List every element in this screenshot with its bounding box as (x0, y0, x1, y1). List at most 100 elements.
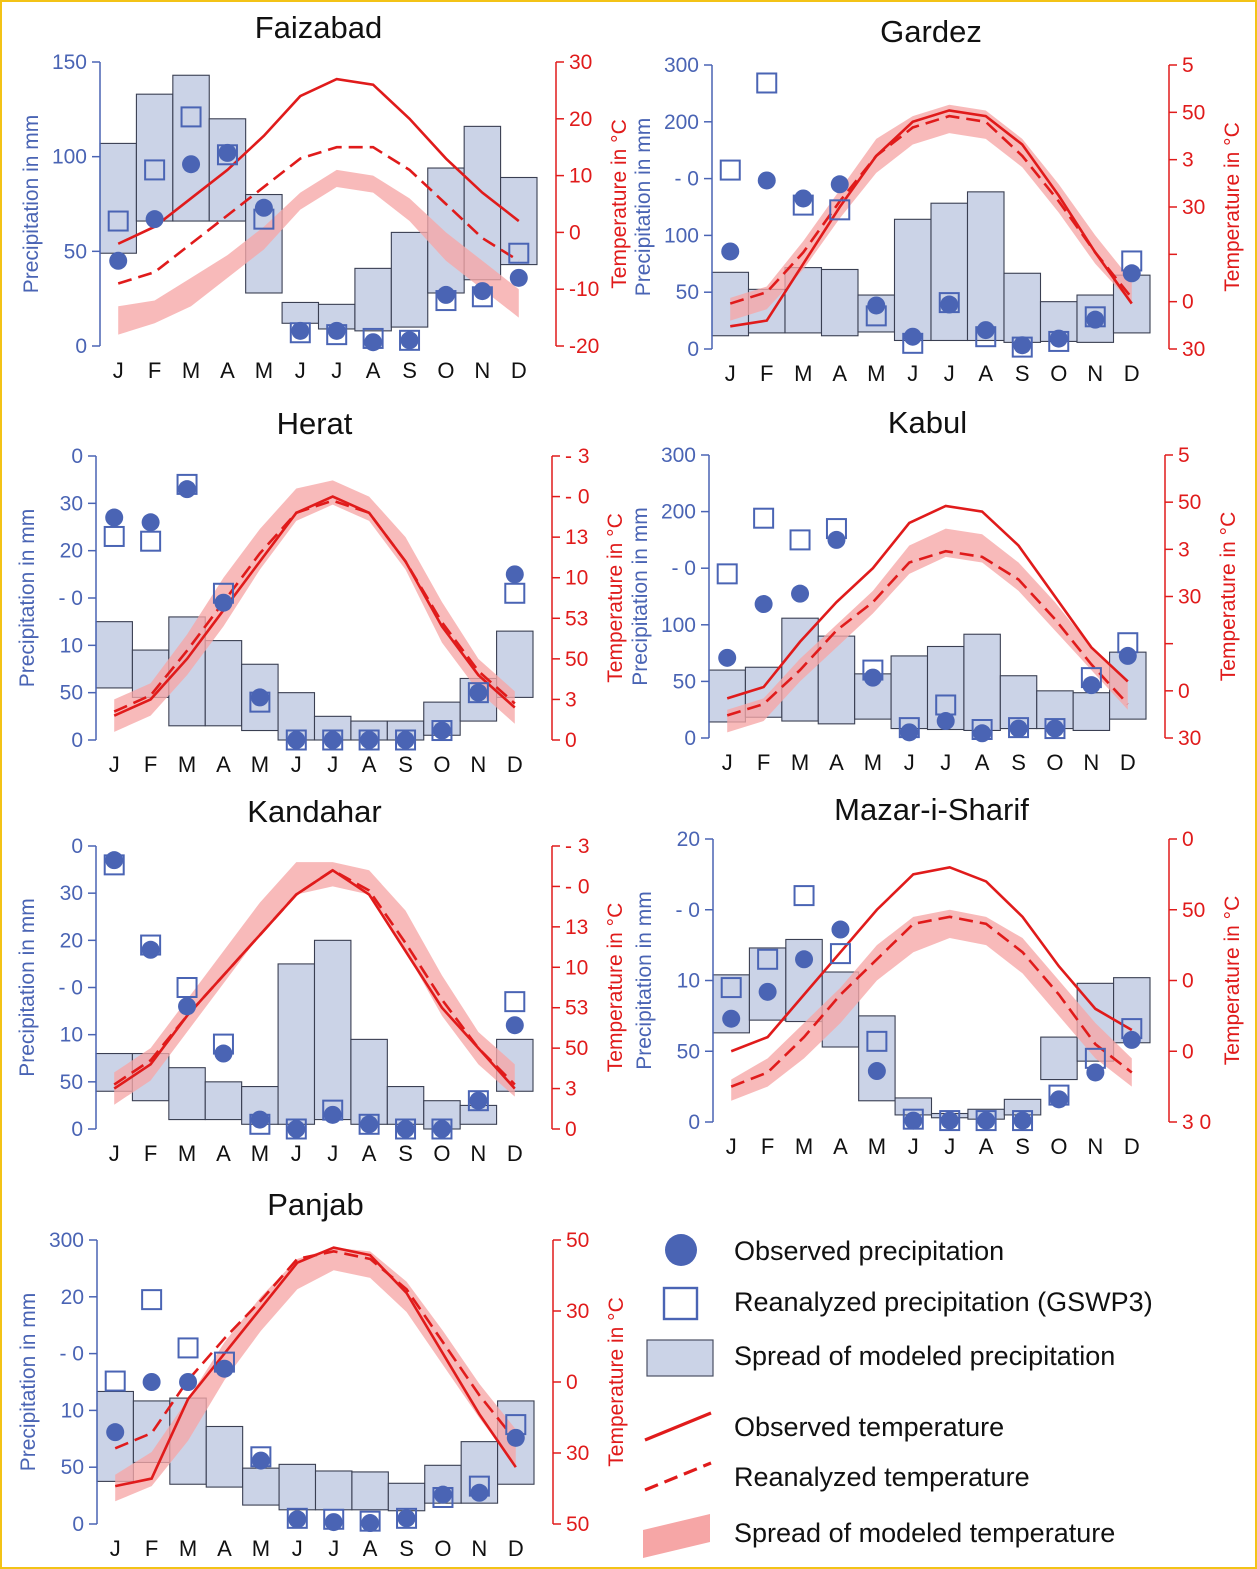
panjab-precip-tick-label: 20 (61, 1286, 84, 1309)
kabul-temp-tick-label: 30 (1178, 586, 1201, 609)
kandahar-modeled-precip-box (423, 1100, 461, 1130)
panjab-observed-precip-point (179, 1373, 198, 1391)
gardez-temp-axis-label: Temperature in °C (1221, 122, 1244, 291)
herat-temp-tick-label: 10 (565, 567, 588, 590)
kabul-observed-precip-point (1045, 719, 1064, 738)
herat-observed-precip-point (469, 683, 488, 702)
gardez-precip-tick-label: 100 (664, 224, 699, 247)
faizabad-modeled-precip-box (281, 301, 320, 324)
mazar-i-sharif-month-label: O (1050, 1134, 1067, 1159)
kabul-reanalyzed-precip-point (753, 507, 775, 529)
gardez-observed-temperature-line (730, 109, 1133, 328)
gardez-precip-tick-label: - 0 (674, 168, 699, 191)
gardez-observed-precip-point (1122, 264, 1141, 283)
kabul-precip-tick-label: 300 (661, 444, 696, 467)
kandahar-reanalyzed-precip-point (431, 1118, 453, 1140)
mazar-i-sharif-reanalyzed-precip-point (866, 1030, 888, 1052)
panjab-month-label: A (217, 1536, 232, 1561)
kabul-reanalyzed-temperature-line (726, 549, 1129, 717)
kandahar-month-label: A (216, 1141, 231, 1166)
legend-modeled-precipitation-marker (646, 1339, 714, 1377)
gardez-month-label: S (1015, 361, 1030, 386)
faizabad-precip-tick-label: 100 (52, 146, 87, 169)
mazar-i-sharif-observed-precip-point (904, 1111, 923, 1130)
herat-observed-precip-point (214, 593, 233, 612)
kabul-modeled-temperature-band (727, 528, 1128, 733)
panjab-month-label: M (252, 1536, 270, 1561)
mazar-i-sharif-month-label: D (1124, 1134, 1140, 1159)
kabul-precip-tick-label: - 0 (671, 557, 696, 580)
kandahar-observed-precip-point (178, 997, 197, 1016)
panjab-observed-precip-point (433, 1485, 452, 1504)
kabul-month-label: J (940, 750, 951, 775)
faizabad-temp-tick-label: 0 (569, 221, 581, 244)
mazar-i-sharif-observed-precip-point (1013, 1111, 1032, 1130)
faizabad-modeled-precip-box (99, 142, 137, 254)
panjab-modeled-temperature-band (115, 1247, 516, 1502)
kabul-precip-tick-label: 50 (673, 670, 696, 693)
panjab-month-label: J (292, 1536, 303, 1561)
kabul-temp-tick-label: 5 (1178, 444, 1190, 467)
kandahar-reanalyzed-precip-point (467, 1090, 489, 1112)
kabul-month-label: F (757, 750, 770, 775)
gardez-month-label: A (832, 361, 847, 386)
panjab-month-label: D (508, 1536, 524, 1561)
kabul-month-label: A (829, 750, 844, 775)
mazar-i-sharif-modeled-precip-box (1040, 1036, 1078, 1081)
herat-precip-tick-label: 50 (60, 682, 83, 705)
kabul-observed-temperature-line (726, 504, 1129, 700)
kabul-observed-precip-point (1082, 676, 1101, 695)
herat-modeled-precip-box (241, 663, 279, 732)
kandahar-observed-precip-point (105, 851, 124, 870)
kabul-reanalyzed-precip-point (716, 563, 738, 585)
mazar-i-sharif-temp-axis-label: Temperature in °C (1221, 896, 1244, 1065)
faizabad-observed-precip-point (473, 282, 492, 301)
kandahar-observed-precip-point (396, 1120, 415, 1138)
kandahar-observed-precip-point (287, 1120, 306, 1138)
kandahar-precip-tick-label: - 0 (58, 977, 83, 1000)
kabul-precip-tick-label: 0 (684, 727, 696, 750)
kandahar-modeled-temperature-band (114, 862, 515, 1105)
kandahar-reanalyzed-precip-point (358, 1113, 380, 1135)
herat-observed-precip-point (360, 731, 379, 749)
gardez-observed-precip-point (867, 296, 886, 315)
mazar-i-sharif-temp-tick-label: 3 0 (1182, 1111, 1211, 1134)
mazar-i-sharif-observed-precip-point (1122, 1030, 1141, 1049)
panjab-observed-precip-point (324, 1513, 343, 1532)
kabul-month-label: N (1083, 750, 1099, 775)
mazar-i-sharif-reanalyzed-temperature-line (730, 915, 1133, 1088)
panjab-month-label: F (145, 1536, 158, 1561)
kabul-month-label: J (722, 750, 733, 775)
mazar-i-sharif-observed-precip-point (867, 1062, 886, 1081)
faizabad-reanalyzed-temperature-line (117, 145, 520, 285)
panjab-observed-precip-point (251, 1451, 270, 1470)
panjab-temp-tick-label: 50 (566, 1513, 589, 1536)
mazar-i-sharif-reanalyzed-precip-point (1012, 1110, 1034, 1132)
panjab-observed-precip-point (106, 1423, 125, 1442)
panjab-modeled-precip-box (351, 1471, 389, 1511)
gardez-precip-tick-label: 300 (664, 54, 699, 77)
legend-observed-precipitation-marker (665, 1234, 697, 1266)
mazar-i-sharif-observed-temperature-line (730, 865, 1133, 1053)
legend-reanalyzed-precipitation-label: Reanalyzed precipitation (GSWP3) (734, 1287, 1153, 1317)
kandahar-reanalyzed-precip-point (285, 1118, 307, 1140)
kabul-month-label: S (1011, 750, 1026, 775)
kandahar-precip-tick-label: 20 (60, 929, 83, 952)
gardez-temp-tick-label: 5 (1182, 54, 1194, 77)
panjab-observed-precip-point (506, 1428, 525, 1447)
legend-modeled-precipitation-label: Spread of modeled precipitation (734, 1341, 1115, 1371)
faizabad-precip-tick-label: 50 (64, 240, 87, 263)
panjab-modeled-precip-box (387, 1482, 426, 1512)
gardez-month-label: F (760, 361, 773, 386)
kandahar-month-label: S (398, 1141, 413, 1166)
legend-observed-precipitation-label: Observed precipitation (734, 1236, 1004, 1266)
faizabad-title: Faizabad (255, 10, 383, 45)
kandahar-month-label: J (291, 1141, 302, 1166)
gardez-month-label: M (867, 361, 885, 386)
gardez-temp-tick-label: 0 (1182, 291, 1194, 314)
herat-reanalyzed-precip-point (322, 729, 344, 751)
panjab-reanalyzed-precip-point (141, 1289, 163, 1311)
faizabad-reanalyzed-precip-point (399, 329, 421, 351)
mazar-i-sharif-month-label: M (795, 1134, 813, 1159)
mazar-i-sharif-temp-tick-label: 0 (1182, 1040, 1194, 1063)
